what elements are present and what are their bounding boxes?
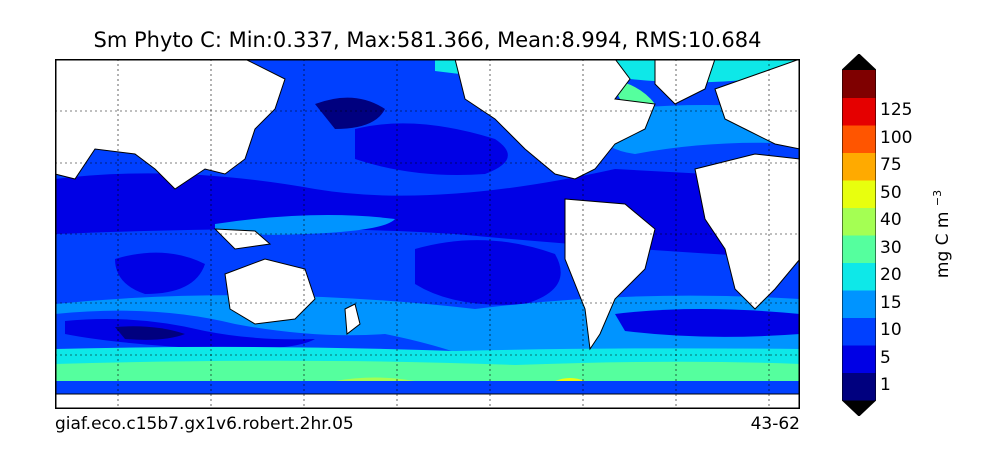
colorbar-tick-label: 75 xyxy=(880,155,902,176)
colorbar-tick-label: 1 xyxy=(880,375,891,396)
colorbar-segment xyxy=(842,180,876,208)
colorbar-tick-label: 40 xyxy=(880,210,902,231)
colorbar-segment xyxy=(842,290,876,318)
land-antarctica xyxy=(55,393,800,409)
units-base: mg C m xyxy=(932,211,953,279)
south-atlantic-min xyxy=(615,309,800,337)
colorbar-tick-label: 125 xyxy=(880,100,913,121)
north-pacific-min xyxy=(315,97,385,129)
land-south-america xyxy=(564,198,656,351)
colorbar-segment xyxy=(842,235,876,263)
land-australia xyxy=(224,258,316,325)
graticule xyxy=(55,59,800,409)
colorbar-segment xyxy=(842,152,876,181)
colorbar-segment xyxy=(842,207,876,236)
equatorial-upwelling xyxy=(215,215,395,235)
units-exponent: −3 xyxy=(931,189,945,207)
southern-core-min xyxy=(115,326,185,340)
colorbar-over-triangle xyxy=(842,54,876,70)
ocean-map xyxy=(55,59,800,409)
map-frame xyxy=(55,59,800,409)
run-id-label: giaf.eco.c15b7.gx1v6.robert.2hr.05 xyxy=(55,414,354,434)
colorbar-tick-label: 50 xyxy=(880,182,902,203)
year-range-label: 43-62 xyxy=(750,414,800,434)
colorbar-tick-label: 30 xyxy=(880,237,902,258)
colorbar-tick-label: 10 xyxy=(880,320,902,341)
colorbar-tick-label: 20 xyxy=(880,265,902,286)
land-north-america xyxy=(454,59,656,180)
colorbar-under-triangle xyxy=(842,400,876,416)
southern-ocean-30 xyxy=(55,360,800,381)
pacific-gyre-low xyxy=(355,123,508,175)
colorbar-units: mg C m −3 xyxy=(931,190,953,278)
colorbar-segment xyxy=(842,125,876,153)
land-europe-asia-west xyxy=(714,59,800,150)
map-title: Sm Phyto C: Min:0.337, Max:581.366, Mean… xyxy=(93,28,762,52)
south-pacific-gyre xyxy=(415,240,561,305)
colorbar xyxy=(842,54,876,416)
colorbar-segment xyxy=(842,372,876,401)
colorbar-tick-label: 15 xyxy=(880,292,902,313)
indian-ocean-gyre xyxy=(115,252,205,294)
colorbar-segment xyxy=(842,97,876,126)
colorbar-segment xyxy=(842,70,876,98)
colorbar-segment xyxy=(842,262,876,291)
antarctic-hotspot-40 xyxy=(335,377,415,381)
land-new-zealand xyxy=(344,303,361,335)
antarctic-hotspot-50 xyxy=(555,378,585,381)
colorbar-tick-label: 5 xyxy=(880,347,891,368)
land-masses xyxy=(55,59,800,409)
land-europe-asia-east xyxy=(55,59,286,190)
colorbar-segment xyxy=(842,345,876,373)
land-greenland xyxy=(654,59,716,105)
colorbar-segment xyxy=(842,317,876,346)
colorbar-tick-label: 100 xyxy=(880,127,913,148)
